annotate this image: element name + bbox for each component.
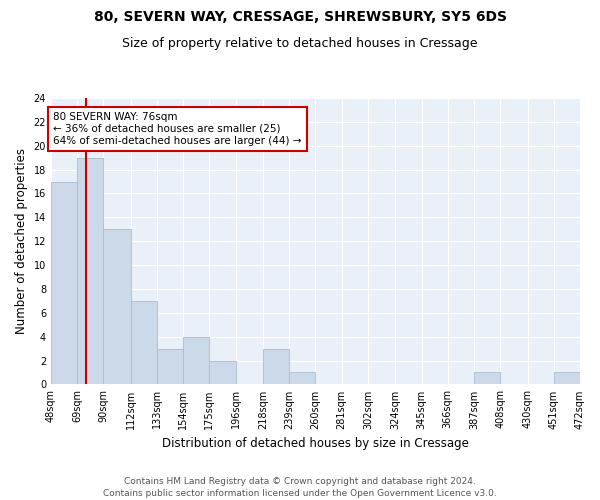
Bar bbox=[131, 301, 157, 384]
Text: Contains HM Land Registry data © Crown copyright and database right 2024.
Contai: Contains HM Land Registry data © Crown c… bbox=[103, 476, 497, 498]
Bar bbox=[183, 336, 209, 384]
Bar bbox=[157, 348, 183, 384]
Bar bbox=[209, 360, 236, 384]
Bar bbox=[77, 158, 103, 384]
Bar bbox=[289, 372, 316, 384]
Text: 80, SEVERN WAY, CRESSAGE, SHREWSBURY, SY5 6DS: 80, SEVERN WAY, CRESSAGE, SHREWSBURY, SY… bbox=[94, 10, 506, 24]
X-axis label: Distribution of detached houses by size in Cressage: Distribution of detached houses by size … bbox=[162, 437, 469, 450]
Bar bbox=[554, 372, 580, 384]
Text: 80 SEVERN WAY: 76sqm
← 36% of detached houses are smaller (25)
64% of semi-detac: 80 SEVERN WAY: 76sqm ← 36% of detached h… bbox=[53, 112, 302, 146]
Text: Size of property relative to detached houses in Cressage: Size of property relative to detached ho… bbox=[122, 38, 478, 51]
Y-axis label: Number of detached properties: Number of detached properties bbox=[15, 148, 28, 334]
Bar bbox=[263, 348, 289, 384]
Bar bbox=[103, 230, 131, 384]
Bar bbox=[51, 182, 77, 384]
Bar bbox=[474, 372, 500, 384]
